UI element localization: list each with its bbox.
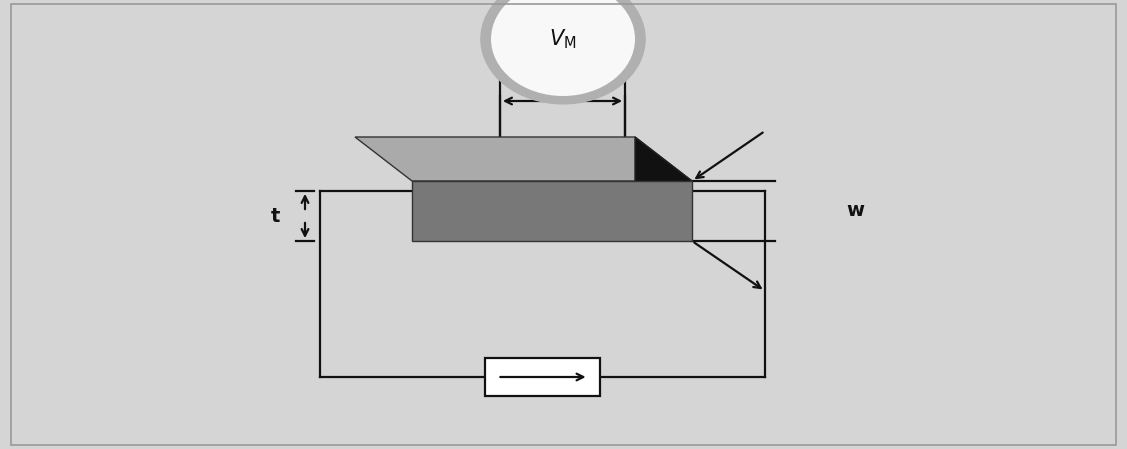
FancyBboxPatch shape bbox=[486, 358, 601, 396]
Text: $V_{\rm M}$: $V_{\rm M}$ bbox=[549, 27, 577, 51]
Text: L: L bbox=[557, 76, 569, 95]
Polygon shape bbox=[635, 137, 692, 241]
Ellipse shape bbox=[491, 0, 635, 96]
Text: t: t bbox=[270, 207, 279, 225]
Polygon shape bbox=[412, 181, 692, 241]
Text: w: w bbox=[846, 202, 864, 220]
Polygon shape bbox=[355, 137, 692, 181]
Ellipse shape bbox=[480, 0, 646, 105]
